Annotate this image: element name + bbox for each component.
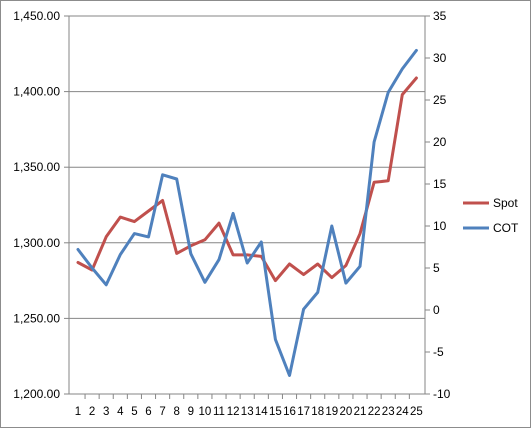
y-left-tick-label: 1,200.00 (13, 387, 60, 401)
y-right-tick-label: 35 (433, 9, 447, 23)
x-tick-label: 24 (396, 406, 409, 418)
y-right-tick-label: -10 (433, 387, 451, 401)
x-tick-label: 4 (117, 406, 124, 418)
x-tick-label: 12 (227, 406, 240, 418)
x-tick-label: 7 (159, 406, 165, 418)
y-left-tick-label: 1,400.00 (13, 85, 60, 99)
legend: Spot COT (463, 196, 519, 235)
x-tick-label: 19 (325, 406, 338, 418)
x-tick-label: 3 (103, 406, 109, 418)
x-tick-label: 8 (173, 406, 179, 418)
y-right-tick-label: 20 (433, 135, 447, 149)
axes: 1,200.00 1,250.00 1,300.00 1,350.00 1,400.00… (13, 9, 450, 418)
x-tick-label: 23 (382, 406, 395, 418)
series-line-cot (76, 48, 418, 377)
x-tick-label: 16 (283, 406, 296, 418)
x-tick-label: 9 (188, 406, 194, 418)
x-tick-label: 15 (269, 406, 282, 418)
x-tick-label: 2 (89, 406, 95, 418)
x-tick-label: 6 (145, 406, 151, 418)
x-tick-label: 1 (75, 406, 81, 418)
x-tick-label: 20 (340, 406, 353, 418)
x-tick-label: 21 (354, 406, 367, 418)
series-line-spot (76, 76, 418, 283)
x-tick-label: 10 (199, 406, 212, 418)
x-tick-label: 5 (131, 406, 137, 418)
x-tick-label: 17 (297, 406, 310, 418)
y-right-tick-label: 15 (433, 177, 447, 191)
legend-label-spot: Spot (493, 196, 518, 210)
x-tick-label: 18 (311, 406, 324, 418)
y-left-tick-label: 1,450.00 (13, 9, 60, 23)
legend-label-cot: COT (493, 221, 519, 235)
x-tick-label: 13 (241, 406, 254, 418)
x-tick-label: 25 (410, 406, 423, 418)
y-left-tick-label: 1,300.00 (13, 236, 60, 250)
y-right-tick-label: 5 (433, 261, 440, 275)
y-right-tick-label: 25 (433, 93, 447, 107)
x-tick-label: 11 (213, 406, 225, 418)
y-left-tick-label: 1,250.00 (13, 311, 60, 325)
x-tick-label: 14 (255, 406, 268, 418)
y-left-tick-label: 1,350.00 (13, 160, 60, 174)
x-tick-label: 22 (368, 406, 381, 418)
y-right-tick-label: 30 (433, 51, 447, 65)
y-right-tick-label: 10 (433, 219, 447, 233)
series-lines (76, 48, 418, 377)
y-right-tick-label: -5 (433, 345, 444, 359)
y-right-tick-label: 0 (433, 303, 440, 317)
